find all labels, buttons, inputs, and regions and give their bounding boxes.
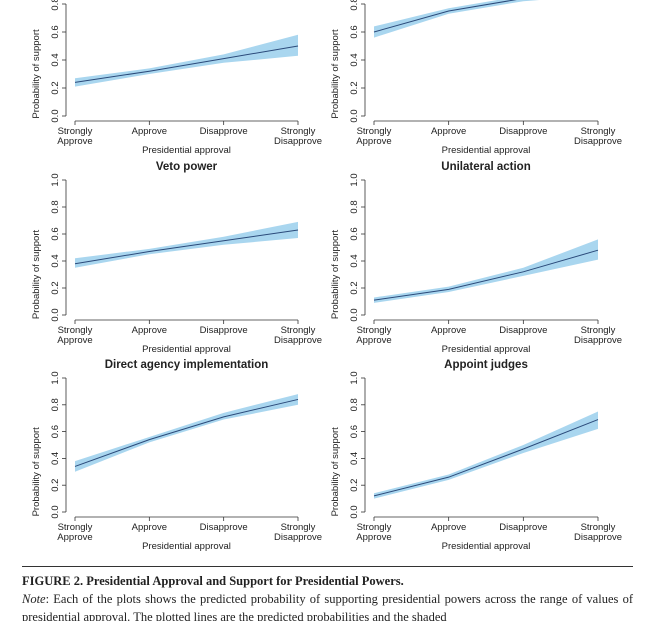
x-tick-label: Strongly Disapprove [273, 522, 323, 543]
x-tick-label: Strongly Disapprove [573, 126, 623, 147]
x-tick-label: Strongly Approve [356, 522, 392, 543]
x-tick-label: Disapprove [199, 325, 248, 336]
x-axis-label: Presidential approval [142, 344, 231, 355]
y-tick-label: 0.8 [349, 0, 360, 11]
panel-title: Veto power [155, 161, 218, 173]
y-tick-label: 0.8 [349, 200, 360, 213]
y-tick-label: 0.0 [50, 505, 61, 518]
y-tick-label: 0.2 [349, 281, 360, 294]
y-tick-label: 1.0 [349, 371, 360, 384]
figure-label: FIGURE 2. [22, 574, 84, 588]
y-tick-label: 1.0 [50, 371, 61, 384]
y-tick-label: 1.0 [349, 173, 360, 186]
y-tick-label: 0.6 [50, 25, 61, 38]
x-tick-label: Strongly Approve [356, 325, 392, 346]
y-tick-label: 0.6 [349, 425, 360, 438]
y-tick-label: 0.4 [50, 254, 61, 267]
x-tick-label: Approve [430, 522, 467, 533]
x-tick-label: Disapprove [199, 126, 248, 137]
confidence-band [374, 0, 540, 38]
x-tick-label: Approve [131, 325, 168, 336]
panel-title: Unilateral action [441, 161, 531, 173]
x-axis-label: Presidential approval [142, 541, 231, 552]
y-tick-label: 1.0 [50, 173, 61, 186]
caption: FIGURE 2. Presidential Approval and Supp… [22, 572, 633, 621]
note-label: Note [22, 592, 46, 606]
confidence-band [75, 394, 298, 472]
prediction-line [373, 0, 517, 33]
prediction-line [373, 419, 599, 497]
y-axis-label: Probability of support [330, 427, 341, 517]
y-axis-label: Probability of support [330, 29, 341, 119]
x-tick-label: Disapprove [199, 522, 248, 533]
y-tick-label: 0.2 [349, 479, 360, 492]
x-tick-label: Strongly Approve [57, 522, 93, 543]
y-tick-label: 0.8 [349, 398, 360, 411]
figure-title: Presidential Approval and Support for Pr… [86, 574, 404, 588]
x-tick-label: Strongly Disapprove [573, 325, 623, 346]
y-tick-label: 0.2 [50, 281, 61, 294]
confidence-band [374, 239, 598, 303]
prediction-line [74, 45, 299, 83]
y-tick-label: 0.4 [349, 53, 360, 66]
y-tick-label: 0.4 [50, 53, 61, 66]
x-tick-label: Strongly Approve [356, 126, 392, 147]
x-axis-label: Presidential approval [441, 344, 531, 355]
figure: 0.0 0.2 0.4 0.6 0.8 Probability of support 0.0… [31, 0, 599, 521]
x-tick-label: Strongly Disapprove [573, 522, 623, 543]
y-tick-label: 0.2 [50, 479, 61, 492]
y-tick-label: 0.8 [50, 398, 61, 411]
y-axis-label: Probability of support [31, 230, 42, 320]
y-axis-label: Probability of support [330, 230, 341, 320]
x-tick-label: Strongly Disapprove [273, 126, 323, 147]
note-text: : Each of the plots shows the predicted … [22, 592, 633, 621]
y-tick-label: 0.6 [50, 425, 61, 438]
confidence-band [75, 221, 298, 268]
x-tick-label: Strongly Approve [57, 325, 93, 346]
x-axis-label: Presidential approval [441, 541, 531, 552]
x-tick-label: Disapprove [499, 522, 548, 533]
y-axis-label: Probability of support [31, 427, 42, 517]
y-tick-label: 0.2 [349, 81, 360, 94]
y-tick-label: 0.0 [50, 308, 61, 321]
confidence-band [75, 34, 298, 87]
x-tick-label: Strongly Disapprove [273, 325, 323, 346]
panel-title: Appoint judges [444, 359, 528, 371]
x-tick-label: Disapprove [499, 325, 548, 336]
x-tick-label: Approve [131, 126, 168, 137]
confidence-band [374, 411, 598, 499]
prediction-line [74, 398, 299, 467]
x-tick-label: Disapprove [499, 126, 548, 137]
y-tick-label: 0.8 [50, 200, 61, 213]
y-tick-label: 0.6 [349, 227, 360, 240]
y-tick-label: 0.4 [349, 254, 360, 267]
x-tick-label: Strongly Approve [57, 126, 93, 147]
x-tick-label: Approve [430, 325, 467, 336]
prediction-line [373, 249, 599, 301]
x-tick-label: Approve [131, 522, 168, 533]
y-tick-label: 0.0 [50, 109, 61, 122]
y-tick-label: 0.0 [349, 505, 360, 518]
y-tick-label: 0.6 [349, 25, 360, 38]
x-axis-label: Presidential approval [142, 145, 231, 156]
y-tick-label: 0.4 [50, 452, 61, 465]
x-axis-label: Presidential approval [441, 145, 531, 156]
y-tick-label: 0.0 [349, 109, 360, 122]
y-tick-label: 0.8 [50, 0, 61, 11]
y-tick-label: 0.0 [349, 308, 360, 321]
y-axis-label: Probability of support [31, 29, 42, 119]
caption-rule [22, 566, 633, 567]
panel-title: Direct agency implementation [104, 359, 269, 371]
y-tick-label: 0.6 [50, 227, 61, 240]
y-tick-label: 0.4 [349, 452, 360, 465]
prediction-line [74, 229, 299, 265]
x-tick-label: Approve [430, 126, 467, 137]
y-tick-label: 0.2 [50, 81, 61, 94]
